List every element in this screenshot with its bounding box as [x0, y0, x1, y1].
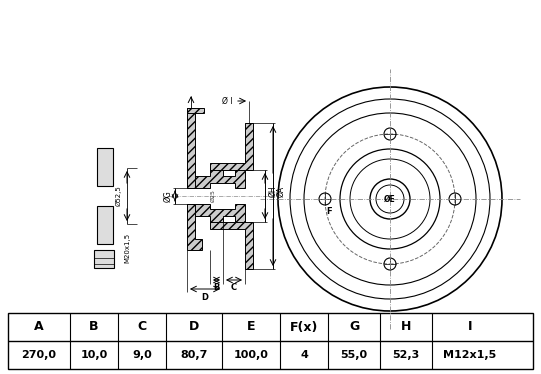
Polygon shape: [187, 108, 195, 188]
Text: A: A: [34, 321, 44, 334]
Text: E: E: [247, 321, 255, 334]
Polygon shape: [210, 222, 253, 269]
Polygon shape: [187, 170, 245, 188]
Text: ØH: ØH: [268, 185, 277, 197]
Text: C: C: [137, 321, 147, 334]
Text: G: G: [349, 321, 359, 334]
Text: C: C: [231, 283, 237, 292]
Text: ØG: ØG: [163, 190, 173, 202]
Text: B: B: [213, 283, 220, 292]
Bar: [97, 206, 113, 244]
Text: M12x1,5: M12x1,5: [444, 350, 497, 360]
Polygon shape: [187, 204, 202, 250]
Polygon shape: [187, 204, 245, 222]
Text: 52,3: 52,3: [392, 350, 420, 360]
Text: 55,0: 55,0: [340, 350, 367, 360]
Text: F(x): F(x): [290, 321, 318, 334]
Polygon shape: [187, 108, 204, 113]
Text: 80,7: 80,7: [180, 350, 208, 360]
Polygon shape: [210, 123, 253, 170]
Text: ØE: ØE: [384, 194, 396, 203]
Text: ØA: ØA: [276, 186, 285, 197]
Text: 100,0: 100,0: [234, 350, 268, 360]
Text: Ø I: Ø I: [221, 96, 232, 105]
Text: D: D: [189, 321, 199, 334]
Text: Ø25: Ø25: [210, 190, 215, 202]
Text: B: B: [89, 321, 99, 334]
Bar: [8, 313, 533, 369]
Text: I: I: [468, 321, 472, 334]
Text: Ø52,5: Ø52,5: [116, 186, 122, 206]
Text: H: H: [401, 321, 411, 334]
Text: F: F: [326, 206, 332, 215]
Text: 10,0: 10,0: [81, 350, 108, 360]
Text: 270,0: 270,0: [22, 350, 56, 360]
Text: 9,0: 9,0: [132, 350, 152, 360]
Text: D: D: [201, 292, 208, 301]
Text: M20x1,5: M20x1,5: [124, 233, 130, 263]
Bar: [97, 148, 113, 186]
Text: 4: 4: [300, 350, 308, 360]
Bar: [94, 250, 114, 268]
